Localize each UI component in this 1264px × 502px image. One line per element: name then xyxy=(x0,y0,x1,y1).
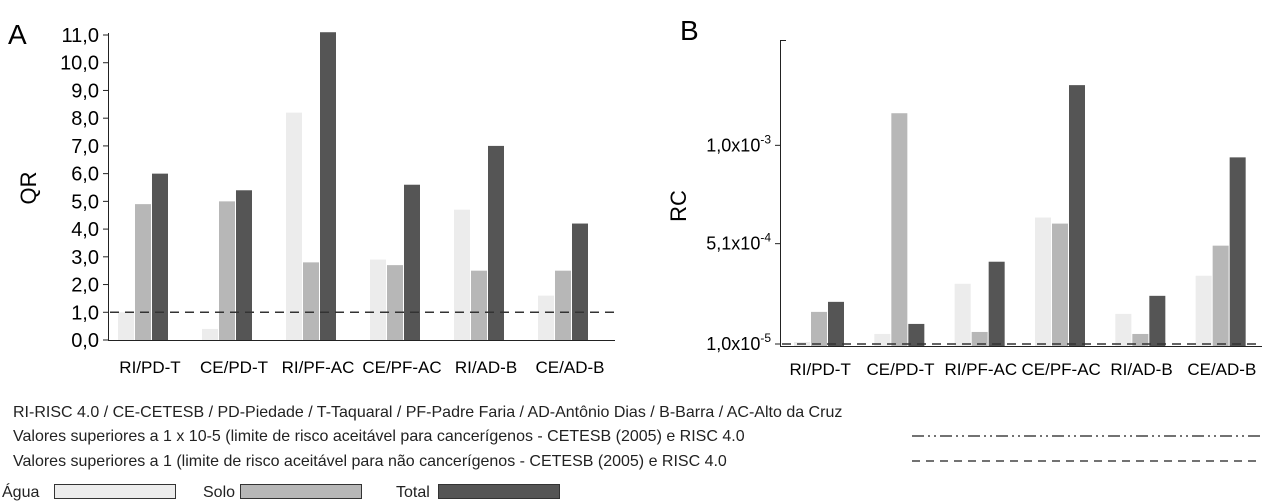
x-tick-label: CE/AD-B xyxy=(536,358,605,377)
bar-ri-pf-ac-gua xyxy=(954,283,971,346)
y-tick-label: 11,0 xyxy=(62,25,99,47)
y-tick-label: 8,0 xyxy=(71,108,99,130)
y-tick-label: 1,0 xyxy=(71,302,99,324)
bar-ce-ad-b-solo xyxy=(1212,245,1229,346)
noncancer-limit-caption: Valores superiores a 1 (limite de risco … xyxy=(13,453,727,470)
panel-b: B RC 1,0x10-5 5,1x10-4 1,0x10-3 RI/PD-T CE/… xyxy=(666,15,1262,379)
bar-ri-pf-ac-total xyxy=(320,32,336,341)
panel-a: A QR 0,0 1,0 2,0 3,0 4,0 5,0 6,0 7,0 8,0 9,0 10,0 1… xyxy=(8,19,615,377)
x-tick-label: RI/PF-AC xyxy=(944,360,1017,379)
x-tick-label: RI/PD-T xyxy=(789,360,850,379)
bar-ce-pd-t-solo xyxy=(219,201,235,340)
bar-ri-pd-t-total xyxy=(828,301,844,346)
bar-ce-ad-b-solo xyxy=(555,270,571,340)
x-tick-label: RI/PF-AC xyxy=(282,358,355,377)
bar-ce-pf-ac-solo xyxy=(387,265,403,340)
panel-b-label: B xyxy=(680,15,699,46)
y-tick-label: 2,0 xyxy=(71,275,99,297)
bar-ce-pf-ac-gua xyxy=(1035,217,1051,346)
y-tick-label: 6,0 xyxy=(71,164,99,186)
x-tick-label: CE/PF-AC xyxy=(362,358,441,377)
panel-a-label: A xyxy=(8,19,27,50)
y-tick-label: 4,0 xyxy=(71,219,99,241)
bar-ri-ad-b-solo xyxy=(471,270,487,340)
bar-ce-ad-b-total xyxy=(572,223,588,340)
panel-b-ylabel: RC xyxy=(666,190,691,222)
y-tick-label: 5,1x10-4 xyxy=(706,231,771,254)
bar-ce-pd-t-gua xyxy=(202,328,218,340)
bar-ce-ad-b-gua xyxy=(1195,275,1212,346)
panel-a-ylabel: QR xyxy=(16,172,41,205)
bar-ce-pf-ac-total xyxy=(404,184,420,340)
x-tick-label: CE/PD-T xyxy=(200,358,268,377)
bar-ri-pd-t-solo xyxy=(811,311,827,346)
y-tick-label: 5,0 xyxy=(71,191,99,213)
x-tick-label: CE/PD-T xyxy=(867,360,935,379)
bar-ce-ad-b-gua xyxy=(538,295,554,340)
bar-ce-pd-t-total xyxy=(908,323,925,346)
x-tick-label: RI/PD-T xyxy=(119,358,180,377)
y-tick-label: 3,0 xyxy=(71,247,99,269)
x-tick-label: CE/PF-AC xyxy=(1021,360,1100,379)
bar-ri-ad-b-total xyxy=(1149,295,1166,346)
y-tick-label: 10,0 xyxy=(60,53,99,75)
cancer-limit-caption: Valores superiores a 1 x 10-5 (limite de… xyxy=(13,428,745,445)
bar-ri-pd-t-total xyxy=(152,173,168,340)
bar-ri-pd-t-solo xyxy=(135,204,151,340)
x-tick-label: CE/AD-B xyxy=(1187,360,1256,379)
legend-solo-label: Solo xyxy=(203,484,236,501)
abbreviations-caption: RI-RISC 4.0 / CE-CETESB / PD-Piedade / T… xyxy=(13,404,843,421)
y-tick-label: 1,0x10-3 xyxy=(706,132,771,155)
bar-ce-ad-b-total xyxy=(1229,157,1246,346)
y-tick-label: 0,0 xyxy=(71,330,99,352)
bar-ce-pd-t-solo xyxy=(891,113,908,346)
bar-ri-pf-ac-solo xyxy=(971,331,988,346)
legend-agua-swatch xyxy=(54,484,176,499)
legend-agua-label: Água xyxy=(2,484,40,501)
legend-solo-swatch xyxy=(240,484,362,499)
y-tick-label: 7,0 xyxy=(71,136,99,158)
legend-total-swatch xyxy=(438,484,560,499)
x-tick-label: RI/AD-B xyxy=(1110,360,1172,379)
bar-ri-ad-b-total xyxy=(488,145,504,340)
bar-ri-pf-ac-solo xyxy=(303,262,319,340)
y-tick-label: 1,0x10-5 xyxy=(706,331,771,354)
bar-ri-pf-ac-total xyxy=(988,261,1005,346)
bar-ri-ad-b-gua xyxy=(454,209,470,340)
bar-ce-pf-ac-solo xyxy=(1052,223,1068,346)
bar-ri-pd-t-gua xyxy=(118,312,134,340)
bar-ce-pf-ac-gua xyxy=(370,259,386,340)
bar-ce-pd-t-gua xyxy=(874,333,891,346)
x-tick-label: RI/AD-B xyxy=(455,358,517,377)
legend-total-label: Total xyxy=(396,484,430,501)
bar-ce-pd-t-total xyxy=(236,190,252,340)
bar-ri-pf-ac-gua xyxy=(286,112,302,341)
bar-ce-pf-ac-total xyxy=(1069,85,1085,346)
bar-ri-ad-b-gua xyxy=(1115,313,1132,346)
y-tick-label: 9,0 xyxy=(71,80,99,102)
bar-ri-ad-b-solo xyxy=(1132,333,1149,346)
